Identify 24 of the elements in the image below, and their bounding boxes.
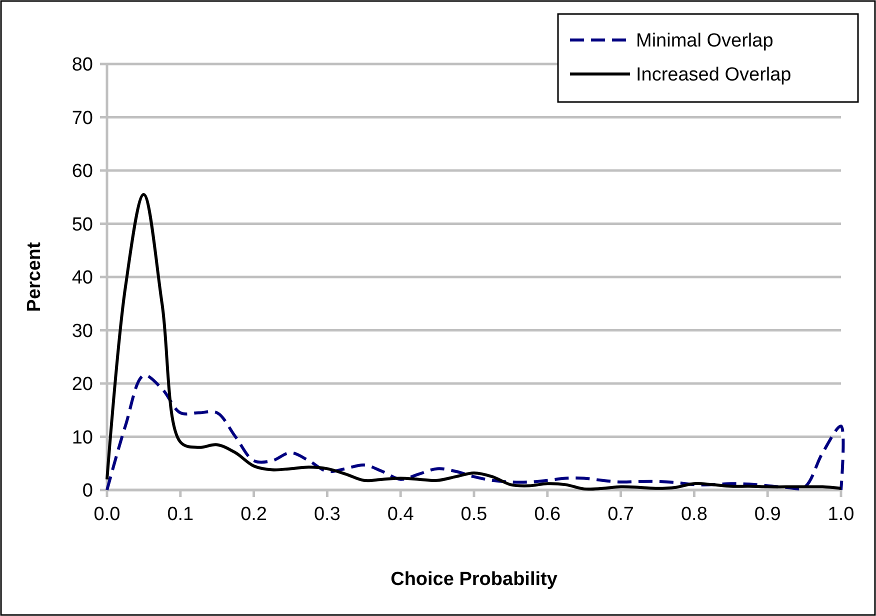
legend-label: Minimal Overlap <box>636 30 774 52</box>
y-tick-label: 70 <box>72 108 93 129</box>
y-tick-label: 10 <box>72 427 93 448</box>
x-tick-label: 0.0 <box>94 504 120 525</box>
x-tick-label: 0.1 <box>167 504 194 525</box>
x-tick-label: 0.4 <box>387 504 414 525</box>
x-tick-label: 0.3 <box>314 504 340 525</box>
legend-label: Increased Overlap <box>636 64 792 86</box>
y-tick-label: 20 <box>72 374 93 396</box>
y-tick-label: 50 <box>72 214 93 236</box>
x-tick-label: 0.9 <box>754 504 781 525</box>
y-tick-label: 60 <box>72 161 93 182</box>
x-tick-label: 0.7 <box>608 504 634 525</box>
y-tick-label: 0 <box>82 480 93 502</box>
x-tick-label: 1.0 <box>828 504 854 525</box>
x-tick-label: 0.2 <box>240 504 268 525</box>
y-tick-label: 40 <box>72 268 93 289</box>
y-tick-label: 30 <box>72 320 93 342</box>
x-tick-label: 0.5 <box>460 504 488 525</box>
y-axis-title: Percent <box>24 241 45 312</box>
y-tick-label: 80 <box>72 54 93 76</box>
x-tick-label: 0.8 <box>680 504 708 525</box>
x-tick-label: 0.6 <box>534 504 561 525</box>
x-axis-title: Choice Probability <box>390 569 558 590</box>
